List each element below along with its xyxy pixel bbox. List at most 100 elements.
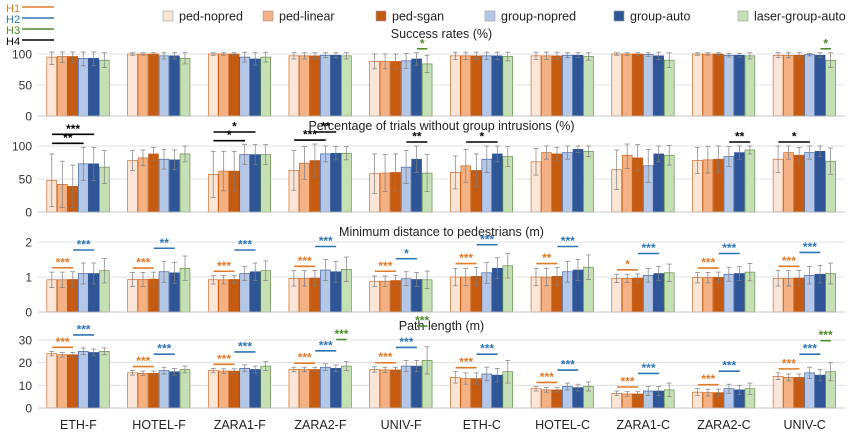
bar-group-auto xyxy=(330,152,342,213)
significance-stars: *** xyxy=(319,338,333,352)
bar-ped-nopred xyxy=(530,388,542,409)
bar-ped-sgan xyxy=(148,153,159,213)
significance-stars: *** xyxy=(298,254,312,268)
y-tick-label: 100 xyxy=(12,140,32,154)
y-tick-label: 0 xyxy=(25,110,32,124)
significance-stars: *** xyxy=(803,342,817,356)
bar-laser-group-auto xyxy=(502,56,514,117)
bar-group-nopred xyxy=(158,370,170,409)
bar-ped-nopred xyxy=(450,55,461,117)
bar-laser-group-auto xyxy=(179,153,191,213)
bar-ped-nopred xyxy=(369,369,380,409)
bar-ped-nopred xyxy=(611,278,622,313)
bar-group-nopred xyxy=(642,54,654,117)
legend-swatch-ped-linear xyxy=(262,10,274,22)
significance-stars: * xyxy=(404,246,409,260)
legend-label: group-auto xyxy=(630,10,691,24)
panel-title: Minimum distance to pedestrians (m) xyxy=(339,225,544,239)
x-tick-label: ETH-F xyxy=(60,418,97,432)
h-legend-label: H2 xyxy=(6,14,20,26)
bar-ped-sgan xyxy=(713,53,724,117)
panel-title: Path length (m) xyxy=(399,319,484,333)
bar-group-nopred xyxy=(562,152,573,213)
significance-stars: *** xyxy=(136,256,150,270)
bar-ped-nopred xyxy=(46,353,58,409)
bar-ped-nopred xyxy=(369,61,380,117)
y-tick-label: 0 xyxy=(25,402,32,416)
significance-stars: *** xyxy=(722,359,736,373)
bar-group-nopred xyxy=(723,54,735,117)
bar-ped-sgan xyxy=(551,55,563,117)
y-tick-label: 100 xyxy=(12,48,32,62)
bar-ped-sgan xyxy=(148,53,159,117)
bar-ped-linear xyxy=(541,389,552,409)
y-tick-label: 50 xyxy=(19,79,33,93)
significance-stars: *** xyxy=(620,375,634,389)
significance-stars: *** xyxy=(480,342,494,356)
bar-group-nopred xyxy=(400,60,412,117)
bar-group-nopred xyxy=(320,366,331,409)
significance-stars: *** xyxy=(157,342,171,356)
bar-ped-sgan xyxy=(228,53,240,117)
y-tick-label: 0 xyxy=(25,306,32,320)
bar-ped-linear xyxy=(783,377,794,409)
significance-stars: *** xyxy=(819,328,833,342)
significance-stars: *** xyxy=(378,350,392,364)
bar-ped-nopred xyxy=(530,55,542,117)
significance-stars: *** xyxy=(136,354,150,368)
bar-ped-sgan xyxy=(793,54,805,117)
bar-group-auto xyxy=(169,55,180,117)
bar-ped-linear xyxy=(702,53,714,117)
bar-group-auto xyxy=(814,150,826,213)
significance-stars: *** xyxy=(56,255,70,269)
bar-ped-sgan xyxy=(390,61,401,117)
legend-swatch-laser-group-auto xyxy=(737,10,749,22)
bar-group-auto xyxy=(411,58,422,117)
bar-group-auto xyxy=(330,368,342,409)
bar-ped-sgan xyxy=(551,389,563,409)
bar-ped-linear xyxy=(218,53,229,117)
bar-ped-nopred xyxy=(207,370,219,409)
bar-ped-linear xyxy=(541,55,552,117)
bar-laser-group-auto xyxy=(179,369,191,409)
bar-laser-group-auto xyxy=(583,150,594,213)
bar-ped-linear xyxy=(218,370,229,409)
bar-ped-sgan xyxy=(228,370,240,409)
bar-laser-group-auto xyxy=(744,55,756,117)
bar-group-auto xyxy=(492,55,503,117)
bar-ped-linear xyxy=(299,55,310,117)
bar-group-nopred xyxy=(239,368,250,409)
bar-ped-linear xyxy=(57,56,68,117)
bar-ped-sgan xyxy=(309,55,321,117)
bar-laser-group-auto xyxy=(260,56,271,117)
significance-stars: ** xyxy=(63,131,73,145)
bar-ped-linear xyxy=(379,61,391,117)
significance-stars: * xyxy=(420,36,425,50)
bar-ped-sgan xyxy=(67,354,79,409)
bar-group-nopred xyxy=(481,55,493,117)
significance-stars: ** xyxy=(412,130,422,144)
significance-stars: *** xyxy=(701,256,715,270)
bar-group-nopred xyxy=(320,153,331,213)
bar-group-auto xyxy=(734,152,745,213)
significance-stars: *** xyxy=(561,358,575,372)
significance-stars: *** xyxy=(803,240,817,254)
bar-laser-group-auto xyxy=(99,59,110,117)
bar-group-nopred xyxy=(804,54,815,117)
significance-stars: *** xyxy=(378,259,392,273)
bar-ped-nopred xyxy=(288,369,300,409)
legend-swatch-ped-nopred xyxy=(162,10,174,22)
bar-group-auto xyxy=(249,58,261,117)
bar-ped-sgan xyxy=(793,377,805,409)
bar-group-auto xyxy=(653,55,664,117)
x-tick-label: ZARA2-F xyxy=(294,418,346,432)
bar-group-auto xyxy=(734,54,745,117)
bar-ped-sgan xyxy=(632,53,643,117)
bar-ped-nopred xyxy=(288,55,300,117)
legend-label: group-nopred xyxy=(501,10,576,24)
bar-ped-nopred xyxy=(207,53,219,117)
bar-laser-group-auto xyxy=(341,152,352,213)
significance-stars: *** xyxy=(641,241,655,255)
bar-ped-linear xyxy=(379,369,391,409)
